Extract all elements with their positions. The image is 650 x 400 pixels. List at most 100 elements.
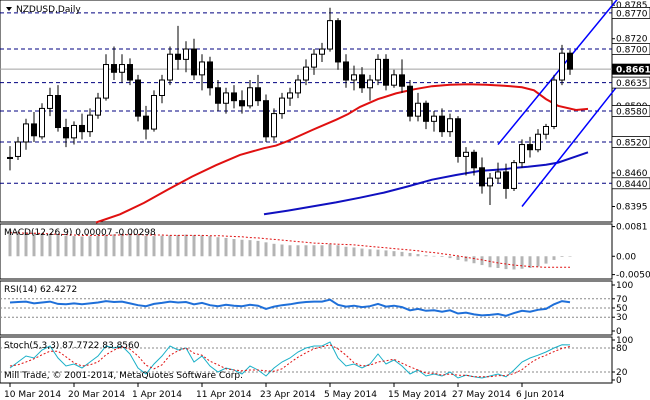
candle-body (183, 48, 189, 60)
level-price-box (611, 43, 650, 55)
macd-signal-line (10, 232, 570, 268)
macd-bar (144, 235, 148, 257)
candle-body (167, 53, 173, 81)
macd-bar (496, 256, 500, 268)
ma-fast-line (95, 83, 589, 224)
candle-body (247, 87, 253, 107)
candle-body (495, 171, 501, 179)
stoch-tick-label: 20 (616, 368, 628, 378)
macd-content: 0.0081 0.00 -0.00504 (8, 223, 650, 281)
candle-body (407, 85, 413, 117)
trend-channel (497, 0, 619, 207)
price-tick-label: 0.8720 (616, 35, 648, 45)
candle-body (455, 118, 461, 157)
level-price-box (611, 105, 650, 117)
stoch-signal-line (9, 344, 571, 378)
macd-bar (96, 235, 100, 257)
macd-bar (256, 240, 260, 257)
macd-bar (552, 256, 556, 260)
candle-body (519, 144, 525, 164)
copyright-text: Mill Trade, © 2001-2014, MetaQuotes Soft… (4, 371, 243, 381)
candle-body (39, 107, 45, 138)
candle-body (231, 92, 237, 102)
macd-bar (424, 255, 428, 257)
last-price-label: 0.8661 (616, 66, 650, 76)
stoch-tick-label: 100 (616, 336, 633, 346)
stoch-panel-frame (0, 336, 613, 384)
macd-bar (176, 235, 180, 257)
candle-body (527, 144, 533, 151)
candle-body (103, 64, 109, 99)
macd-bar (312, 245, 316, 257)
candle-body (207, 61, 213, 89)
macd-bar (472, 256, 476, 264)
candle-body (567, 52, 573, 70)
macd-bar (240, 239, 244, 257)
level-price-labels: 0.8770 0.8700 0.8635 0.8580 0.8520 0.8440 0.86… (611, 7, 650, 190)
candle-body (63, 127, 69, 139)
macd-bar (368, 249, 372, 257)
candle-body (383, 58, 389, 86)
macd-bar (40, 233, 44, 257)
candle-body (87, 114, 93, 133)
price-tick-label: 0.8460 (616, 169, 648, 179)
candle-body (47, 95, 53, 109)
channel-line (497, 0, 618, 146)
rsi-tick-label: 100 (616, 281, 633, 291)
macd-bar (88, 236, 92, 257)
level-price-box (611, 7, 650, 19)
time-tick-label: 27 May 2014 (452, 390, 511, 400)
macd-bar (56, 235, 60, 257)
candle-body (119, 64, 125, 73)
candle-body (223, 92, 229, 104)
macd-bar (376, 249, 380, 257)
macd-bar (544, 256, 548, 264)
macd-bar (448, 256, 452, 259)
candle-body (31, 123, 37, 137)
candle-body (503, 171, 509, 189)
macd-bar (408, 252, 412, 257)
macd-bar (400, 251, 404, 257)
candle-body (551, 79, 557, 127)
macd-bar (512, 256, 516, 270)
macd-tick-label: 0.00 (616, 252, 636, 262)
macd-bar (344, 246, 348, 257)
price-tick-label: 0.8395 (616, 203, 648, 213)
macd-bar (464, 256, 468, 262)
macd-bar (216, 237, 220, 257)
time-tick-label: 6 Jun 2014 (516, 390, 565, 400)
ma-slow-line (263, 151, 589, 216)
macd-bar (152, 236, 156, 257)
macd-bar (8, 230, 12, 257)
macd-bar (392, 251, 396, 257)
candle-body (15, 141, 21, 157)
macd-bar (288, 245, 292, 257)
candle-body (511, 162, 517, 189)
candle-body (399, 74, 405, 87)
rsi-tick-label: 70 (616, 295, 628, 305)
rsi-tick-label: 0 (616, 327, 622, 337)
macd-bar (192, 235, 196, 257)
macd-tick-label: 0.0081 (616, 223, 648, 233)
macd-bar (520, 256, 524, 269)
macd-bar (352, 247, 356, 257)
channel-line (521, 84, 619, 207)
candle-body (127, 64, 133, 81)
candle-body (263, 100, 269, 138)
candle-body (23, 123, 29, 143)
last-price-box (612, 63, 650, 75)
candle-body (111, 64, 117, 73)
macd-bar (200, 235, 204, 257)
candle-body (271, 113, 277, 138)
level-price-box (611, 76, 650, 89)
candle-body (415, 102, 421, 117)
macd-bar (568, 256, 572, 257)
candle-body (439, 115, 445, 133)
candle-body (471, 151, 477, 169)
macd-bar (232, 239, 236, 257)
triangle-down-icon[interactable] (6, 7, 12, 11)
macd-panel: 0.0081 0.00 -0.00504 MACD(12,26,9) 0.00007… (0, 223, 650, 281)
